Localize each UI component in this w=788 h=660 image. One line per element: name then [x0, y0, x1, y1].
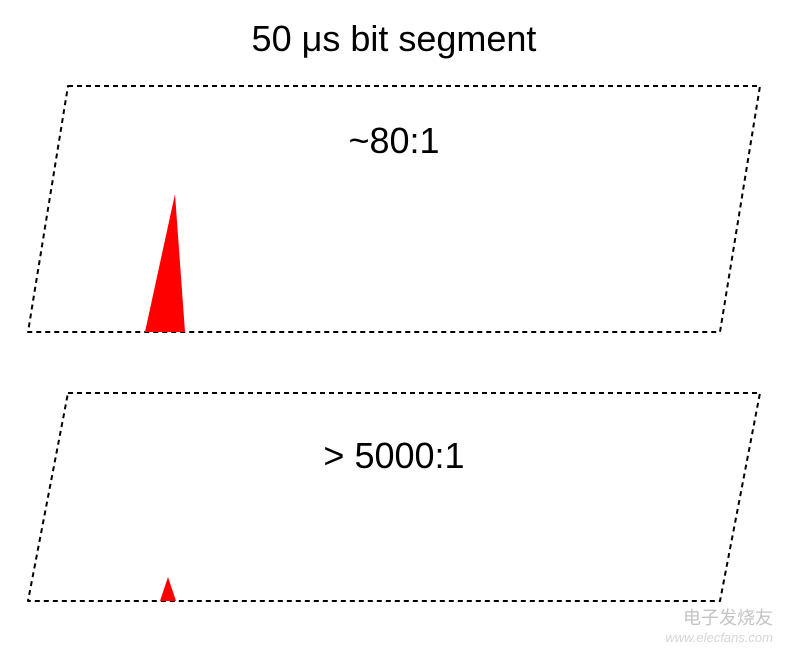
watermark-cn: 电子发烧友 [665, 604, 773, 630]
panel2-svg [20, 385, 768, 609]
page-title: 50 μs bit segment [0, 0, 788, 60]
panel-5000-to-1: > 5000:1 [20, 385, 768, 609]
ratio-label-2: > 5000:1 [20, 435, 768, 477]
watermark-url: www.elecfans.com [665, 630, 773, 645]
ratio-label-1: ~80:1 [20, 120, 768, 162]
panel1-svg [20, 78, 768, 338]
panel-80-to-1: ~80:1 [20, 78, 768, 338]
watermark: 电子发烧友 www.elecfans.com [665, 604, 773, 645]
